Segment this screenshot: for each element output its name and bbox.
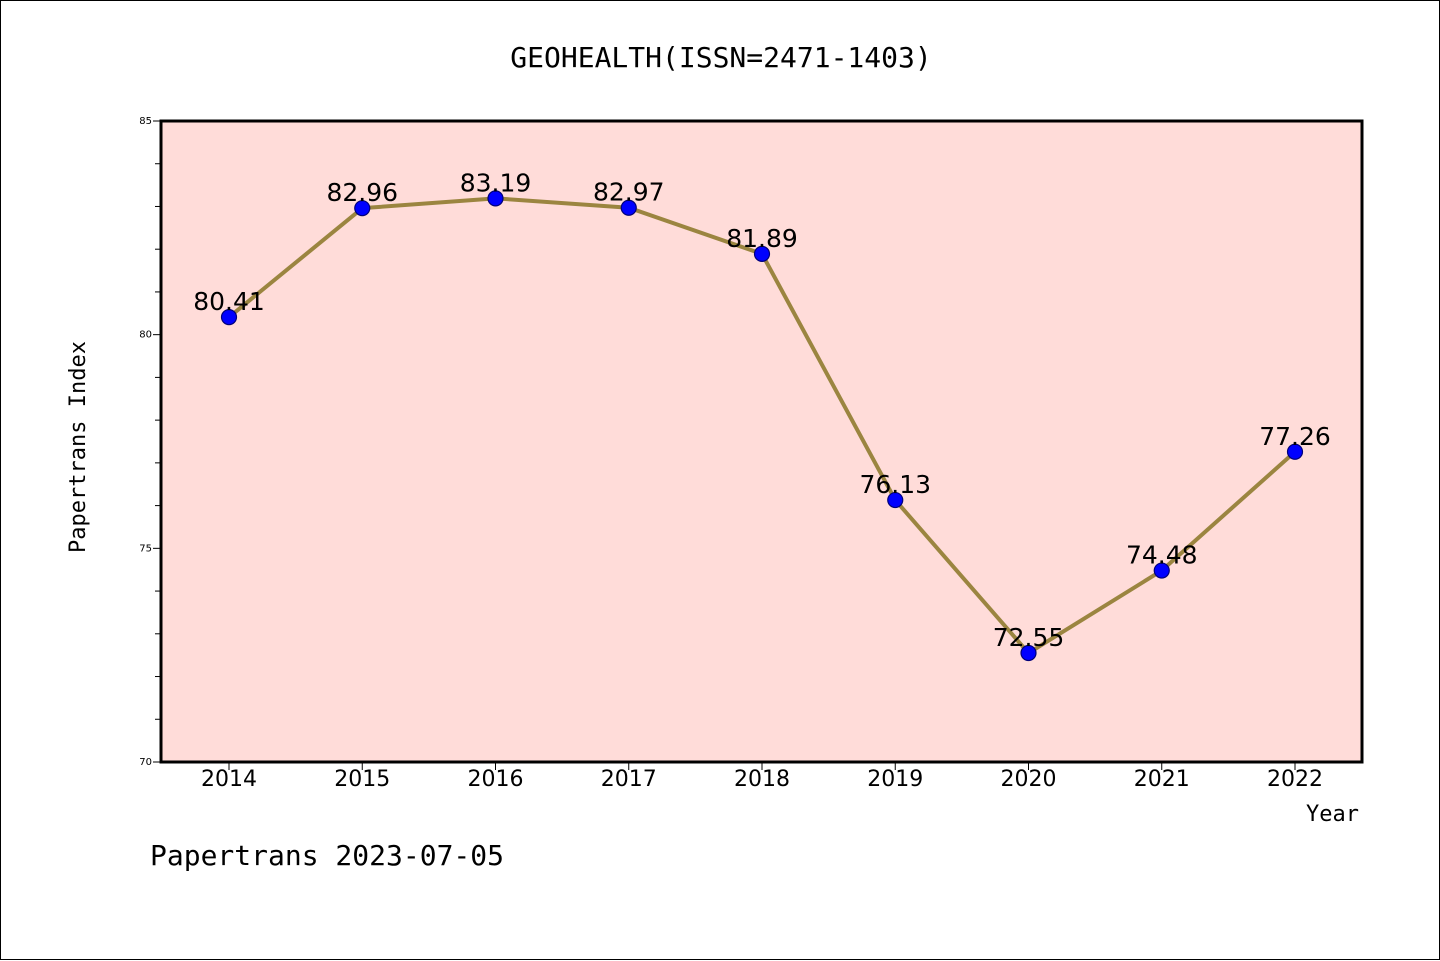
y-axis-ticks: 70 75 80 85 (139, 116, 161, 768)
x-tick-label: 2014 (201, 767, 257, 792)
data-label: 82.97 (593, 178, 665, 207)
data-point (620, 199, 637, 216)
data-label: 74.48 (1126, 541, 1198, 570)
data-point (1153, 562, 1170, 579)
x-tick-label: 2018 (734, 767, 790, 792)
y-tick-label: 75 (139, 543, 152, 554)
x-tick-label: 2021 (1134, 767, 1190, 792)
data-label: 82.96 (326, 178, 398, 207)
x-tick-label: 2019 (867, 767, 923, 792)
series: 80.41 82.96 83.19 82.97 81.89 76.13 72.55 74.48… (193, 168, 1331, 662)
x-axis-ticks: 2014 2015 2016 2017 2018 2019 2020 2021 2022 (201, 762, 1323, 792)
data-point (887, 491, 904, 509)
y-axis-label: Papertrans Index (66, 341, 91, 553)
data-label: 77.26 (1259, 422, 1331, 451)
y-tick-label: 85 (139, 116, 152, 127)
data-point (1286, 443, 1304, 460)
data-point (487, 190, 504, 207)
x-tick-label: 2017 (601, 767, 657, 792)
footer-text: Papertrans 2023-07-05 (150, 839, 504, 872)
data-point (753, 245, 771, 263)
x-axis-label: Year (1306, 802, 1359, 827)
x-tick-label: 2016 (468, 767, 524, 792)
data-label: 76.13 (859, 470, 931, 499)
data-point (220, 309, 238, 326)
x-tick-label: 2022 (1267, 767, 1323, 792)
data-point (1020, 644, 1037, 662)
chart-title: GEOHEALTH(ISSN=2471-1403) (510, 41, 931, 74)
data-label: 83.19 (460, 168, 532, 197)
x-tick-label: 2020 (1001, 767, 1057, 792)
y-tick-label: 70 (139, 757, 152, 768)
x-tick-label: 2015 (334, 767, 390, 792)
plot-area (159, 119, 1364, 764)
data-label: 80.41 (193, 287, 265, 316)
y-tick-label: 80 (139, 330, 152, 341)
data-label: 72.55 (993, 623, 1065, 652)
data-label: 81.89 (726, 224, 798, 253)
data-point (354, 200, 371, 217)
